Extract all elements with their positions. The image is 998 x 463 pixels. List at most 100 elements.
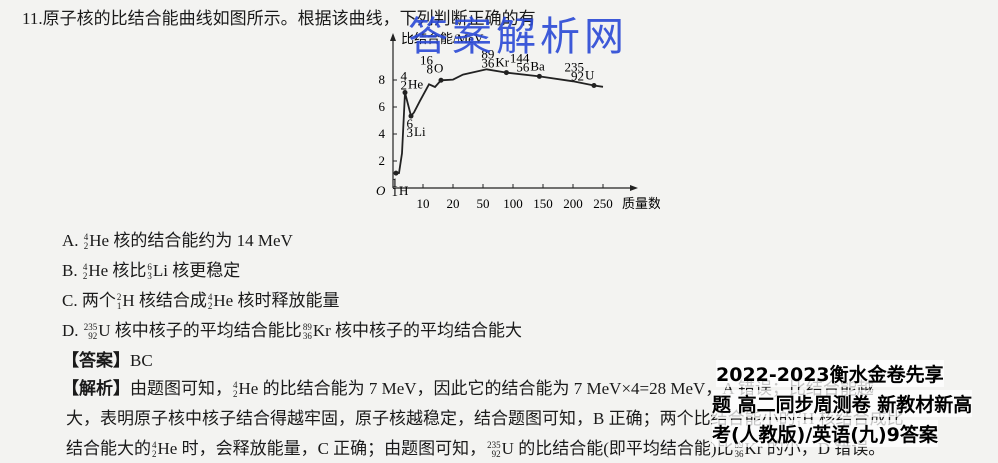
charge-number: 92	[88, 331, 98, 342]
nuclide-point	[591, 83, 597, 89]
answer-label: 【答案】	[62, 351, 130, 370]
mass-number: 6	[407, 116, 414, 131]
text-run: 大，表明原子核中核子结合得越牢固，原子核越稳定，结合题图可知，B 正确；两个比结…	[66, 409, 796, 428]
text-run: Kr 核中核子的平均结合能大	[312, 321, 522, 340]
option: C. 两个 2 1 H 核结合成 4 2 He 核时释放能量	[62, 286, 339, 311]
x-tick-label: 50	[477, 196, 490, 211]
nuclide-point	[536, 73, 542, 79]
mass-number: 4	[82, 262, 88, 273]
mass-number: 6	[147, 262, 152, 273]
nuclide-symbol: Li	[414, 124, 426, 139]
mass-number: 235	[83, 322, 98, 333]
overlay-text: 2022-2023衡水金卷先享	[716, 360, 944, 387]
text-run: He 核比	[88, 261, 147, 280]
mass-number: 2	[116, 292, 122, 303]
isotope-index: 235 92	[487, 441, 501, 459]
charge-number: 2	[207, 301, 213, 312]
mass-number: 235	[565, 60, 585, 75]
x-tick-label: 20	[447, 196, 460, 211]
curve	[395, 68, 604, 175]
answer: 【答案】BC	[62, 346, 153, 371]
analysis-label: 【解析】	[62, 379, 130, 398]
option: A. 4 2 He 核的结合能约为 14 MeV	[62, 226, 293, 251]
mass-number: 4	[152, 440, 157, 451]
text-run: U 核中核子的平均结合能比	[98, 321, 302, 340]
nuclide-symbol: Ba	[530, 58, 545, 73]
nuclide-symbol: Kr	[495, 55, 509, 70]
mass-number: 235	[487, 440, 501, 451]
text-run: He 时，会释放能量，C 正确；由题图可知，	[157, 439, 487, 458]
question-title: 11.原子核的比结合能曲线如图所示。根据该曲线，下列判断正确的有	[22, 9, 536, 28]
nuclide-point	[408, 113, 414, 119]
mass-number: 4	[207, 292, 213, 303]
y-tick-label: 4	[379, 126, 386, 141]
nuclide-point	[393, 170, 399, 176]
text-run: 结合能大的	[66, 439, 151, 458]
mass-number: 4	[233, 380, 238, 391]
charge-number: 3	[407, 125, 414, 140]
watermark: 答案解析网	[408, 14, 628, 60]
nuclide-point	[503, 70, 509, 76]
nuclide-point	[402, 90, 408, 96]
charge-number: 2	[401, 78, 408, 93]
isotope-index: 235 92	[84, 323, 98, 341]
mass-number: 89	[481, 47, 494, 62]
text-run: C. 两个	[62, 291, 116, 310]
overlay-text: 题 高二同步周测卷 新教材新高	[712, 390, 973, 417]
charge-number: 2	[82, 271, 88, 282]
charge-number: 3	[147, 271, 152, 282]
mass-number: 144	[510, 50, 530, 65]
charge-number: 36	[302, 331, 312, 342]
charge-number: 36	[481, 56, 495, 71]
x-tick-label: 250	[593, 196, 613, 211]
text-run: H 核结合成	[122, 291, 207, 310]
overlay-text: 考(人教版)/英语(九)9答案	[712, 420, 938, 447]
text-run: A.	[62, 231, 83, 250]
mass-number: 16	[420, 52, 434, 67]
answer-text: BC	[130, 351, 153, 370]
text-run: B.	[62, 261, 82, 280]
mass-number: 89	[302, 322, 312, 333]
option: D. 235 92 U 核中核子的平均结合能比 89 36 Kr 核中核子的平均结合能大	[62, 316, 522, 341]
origin-label: O	[376, 183, 386, 198]
nuclide-symbol: He	[408, 77, 423, 92]
charge-number: 2	[83, 241, 89, 252]
y-tick-label: 8	[379, 72, 386, 87]
x-axis-label: 质量数	[622, 196, 660, 211]
y-tick-label: 2	[379, 153, 386, 168]
mass-number: 4	[83, 232, 89, 243]
x-tick-label: 10	[417, 196, 430, 211]
nuclide-point	[438, 77, 444, 83]
option: B. 4 2 He 核比 6 3 Li 核更稳定	[62, 256, 240, 281]
nuclide-symbol: O	[434, 60, 443, 75]
charge-number: 56	[516, 59, 530, 74]
text-run: D.	[62, 321, 83, 340]
mass-number: 1	[392, 175, 399, 190]
text-run: 由题图可知，	[130, 379, 232, 398]
charge-number: 2	[152, 449, 157, 460]
charge-number: 1	[116, 301, 122, 312]
x-tick-label: 200	[563, 196, 583, 211]
charge-number: 92	[491, 449, 501, 460]
nuclide-symbol: H	[399, 183, 408, 198]
text-run: Li 核更稳定	[152, 261, 241, 280]
charge-number: 8	[427, 61, 434, 76]
text-run: He 核时释放能量	[213, 291, 340, 310]
y-axis-label: 比结合能/MeV	[401, 31, 484, 46]
text-run: He 核的结合能约为 14 MeV	[89, 231, 293, 250]
x-tick-label: 150	[533, 196, 553, 211]
charge-number: 92	[571, 69, 584, 84]
mass-number: 4	[401, 69, 408, 84]
charge-number: 1	[392, 184, 399, 199]
nuclide-symbol: U	[585, 68, 595, 83]
y-tick-label: 6	[379, 99, 386, 114]
charge-number: 2	[233, 389, 238, 400]
